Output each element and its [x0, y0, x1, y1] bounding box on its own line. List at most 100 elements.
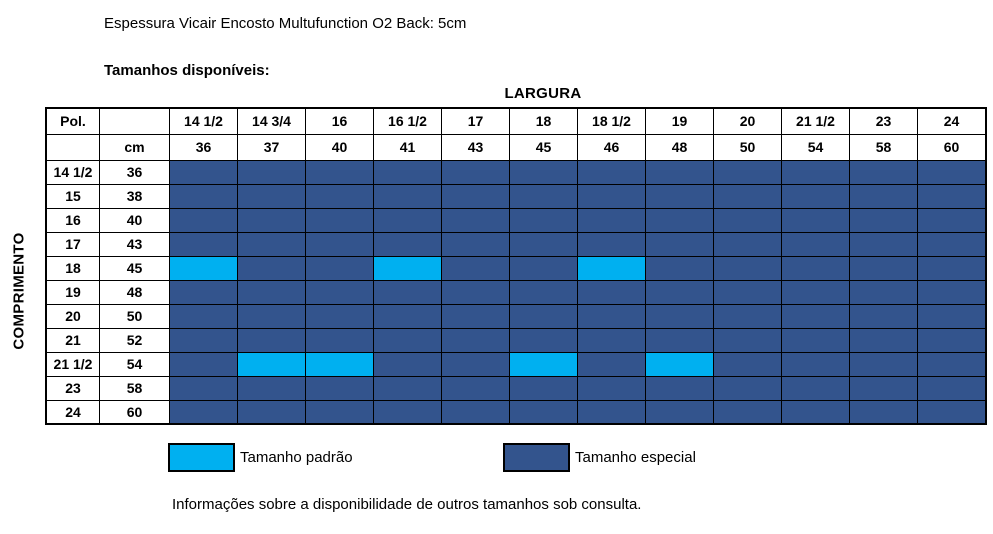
size-cell [509, 375, 578, 401]
col-header-inch: 24 [917, 107, 987, 135]
row-header-cm: 45 [99, 255, 170, 281]
size-cell [305, 279, 374, 305]
size-cell [509, 303, 578, 329]
size-cell [917, 327, 987, 353]
size-cell [169, 399, 238, 425]
size-cell [373, 255, 442, 281]
size-cell [713, 207, 782, 233]
size-cell [441, 351, 510, 377]
col-header-cm: 48 [645, 133, 714, 161]
size-cell [645, 399, 714, 425]
size-cell [373, 303, 442, 329]
size-cell [645, 279, 714, 305]
size-cell [577, 159, 646, 185]
table-row: 17 43 [45, 231, 987, 257]
size-cell [373, 231, 442, 257]
size-cell [373, 375, 442, 401]
size-cell [305, 399, 374, 425]
size-cell [441, 207, 510, 233]
size-cell [441, 279, 510, 305]
size-cell [441, 231, 510, 257]
size-cell [713, 399, 782, 425]
legend-item-standard: Tamanho padrão [168, 443, 353, 472]
row-header-pol: 18 [45, 255, 100, 281]
size-cell [373, 399, 442, 425]
size-cell [237, 255, 306, 281]
size-cell [237, 399, 306, 425]
header-blank-cell [99, 107, 170, 135]
width-axis-label: LARGURA [504, 85, 582, 102]
size-cell [577, 255, 646, 281]
table-header: Pol. 14 1/2 14 3/4 16 16 1/2 17 18 18 1/2 19 20 21… [45, 107, 987, 161]
page-title: Espessura Vicair Encosto Multufunction O… [104, 15, 467, 32]
row-header-pol: 14 1/2 [45, 159, 100, 185]
size-cell [169, 159, 238, 185]
size-cell [169, 207, 238, 233]
size-cell [441, 159, 510, 185]
size-cell [713, 279, 782, 305]
size-cell [781, 399, 850, 425]
size-cell [849, 351, 918, 377]
row-header-pol: 17 [45, 231, 100, 257]
col-header-inch: 16 1/2 [373, 107, 442, 135]
size-cell [169, 351, 238, 377]
size-cell [305, 255, 374, 281]
size-cell [169, 375, 238, 401]
size-cell [781, 375, 850, 401]
size-cell [849, 207, 918, 233]
size-cell [509, 207, 578, 233]
size-cell [305, 351, 374, 377]
available-sizes-heading: Tamanhos disponíveis: [104, 62, 270, 79]
size-cell [509, 327, 578, 353]
size-cell [305, 327, 374, 353]
size-cell [509, 159, 578, 185]
size-cell [373, 327, 442, 353]
size-cell [849, 159, 918, 185]
size-cell [577, 207, 646, 233]
footer-note: Informações sobre a disponibilidade de o… [172, 496, 642, 513]
col-header-inch: 14 3/4 [237, 107, 306, 135]
size-cell [917, 303, 987, 329]
size-cell [577, 351, 646, 377]
size-cell [781, 207, 850, 233]
length-axis-label: COMPRIMENTO [10, 232, 28, 350]
size-cell [781, 231, 850, 257]
size-cell [237, 159, 306, 185]
size-cell [305, 303, 374, 329]
row-header-pol: 19 [45, 279, 100, 305]
table-row: 16 40 [45, 207, 987, 233]
table-row: 18 45 [45, 255, 987, 281]
size-cell [305, 183, 374, 209]
size-cell [645, 375, 714, 401]
size-availability-table: Pol. 14 1/2 14 3/4 16 16 1/2 17 18 18 1/2 19 20 21… [45, 107, 987, 425]
row-header-pol: 21 [45, 327, 100, 353]
table-row: 14 1/2 36 [45, 159, 987, 185]
size-cell [509, 255, 578, 281]
col-header-cm: 36 [169, 133, 238, 161]
size-cell [237, 231, 306, 257]
size-cell [169, 279, 238, 305]
size-cell [645, 351, 714, 377]
col-header-inch: 18 1/2 [577, 107, 646, 135]
row-header-pol: 15 [45, 183, 100, 209]
col-header-cm: 40 [305, 133, 374, 161]
size-cell [781, 183, 850, 209]
size-cell [441, 183, 510, 209]
size-cell [169, 327, 238, 353]
size-cell [237, 183, 306, 209]
header-pol-label: Pol. [45, 107, 100, 135]
size-cell [169, 255, 238, 281]
size-cell [645, 183, 714, 209]
row-header-cm: 60 [99, 399, 170, 425]
size-cell [781, 279, 850, 305]
size-cell [849, 303, 918, 329]
size-cell [577, 399, 646, 425]
size-cell [373, 351, 442, 377]
special-size-label: Tamanho especial [575, 449, 696, 466]
size-cell [509, 183, 578, 209]
legend-item-special: Tamanho especial [503, 443, 696, 472]
row-header-cm: 54 [99, 351, 170, 377]
size-cell [577, 183, 646, 209]
row-header-cm: 58 [99, 375, 170, 401]
col-header-inch: 16 [305, 107, 374, 135]
